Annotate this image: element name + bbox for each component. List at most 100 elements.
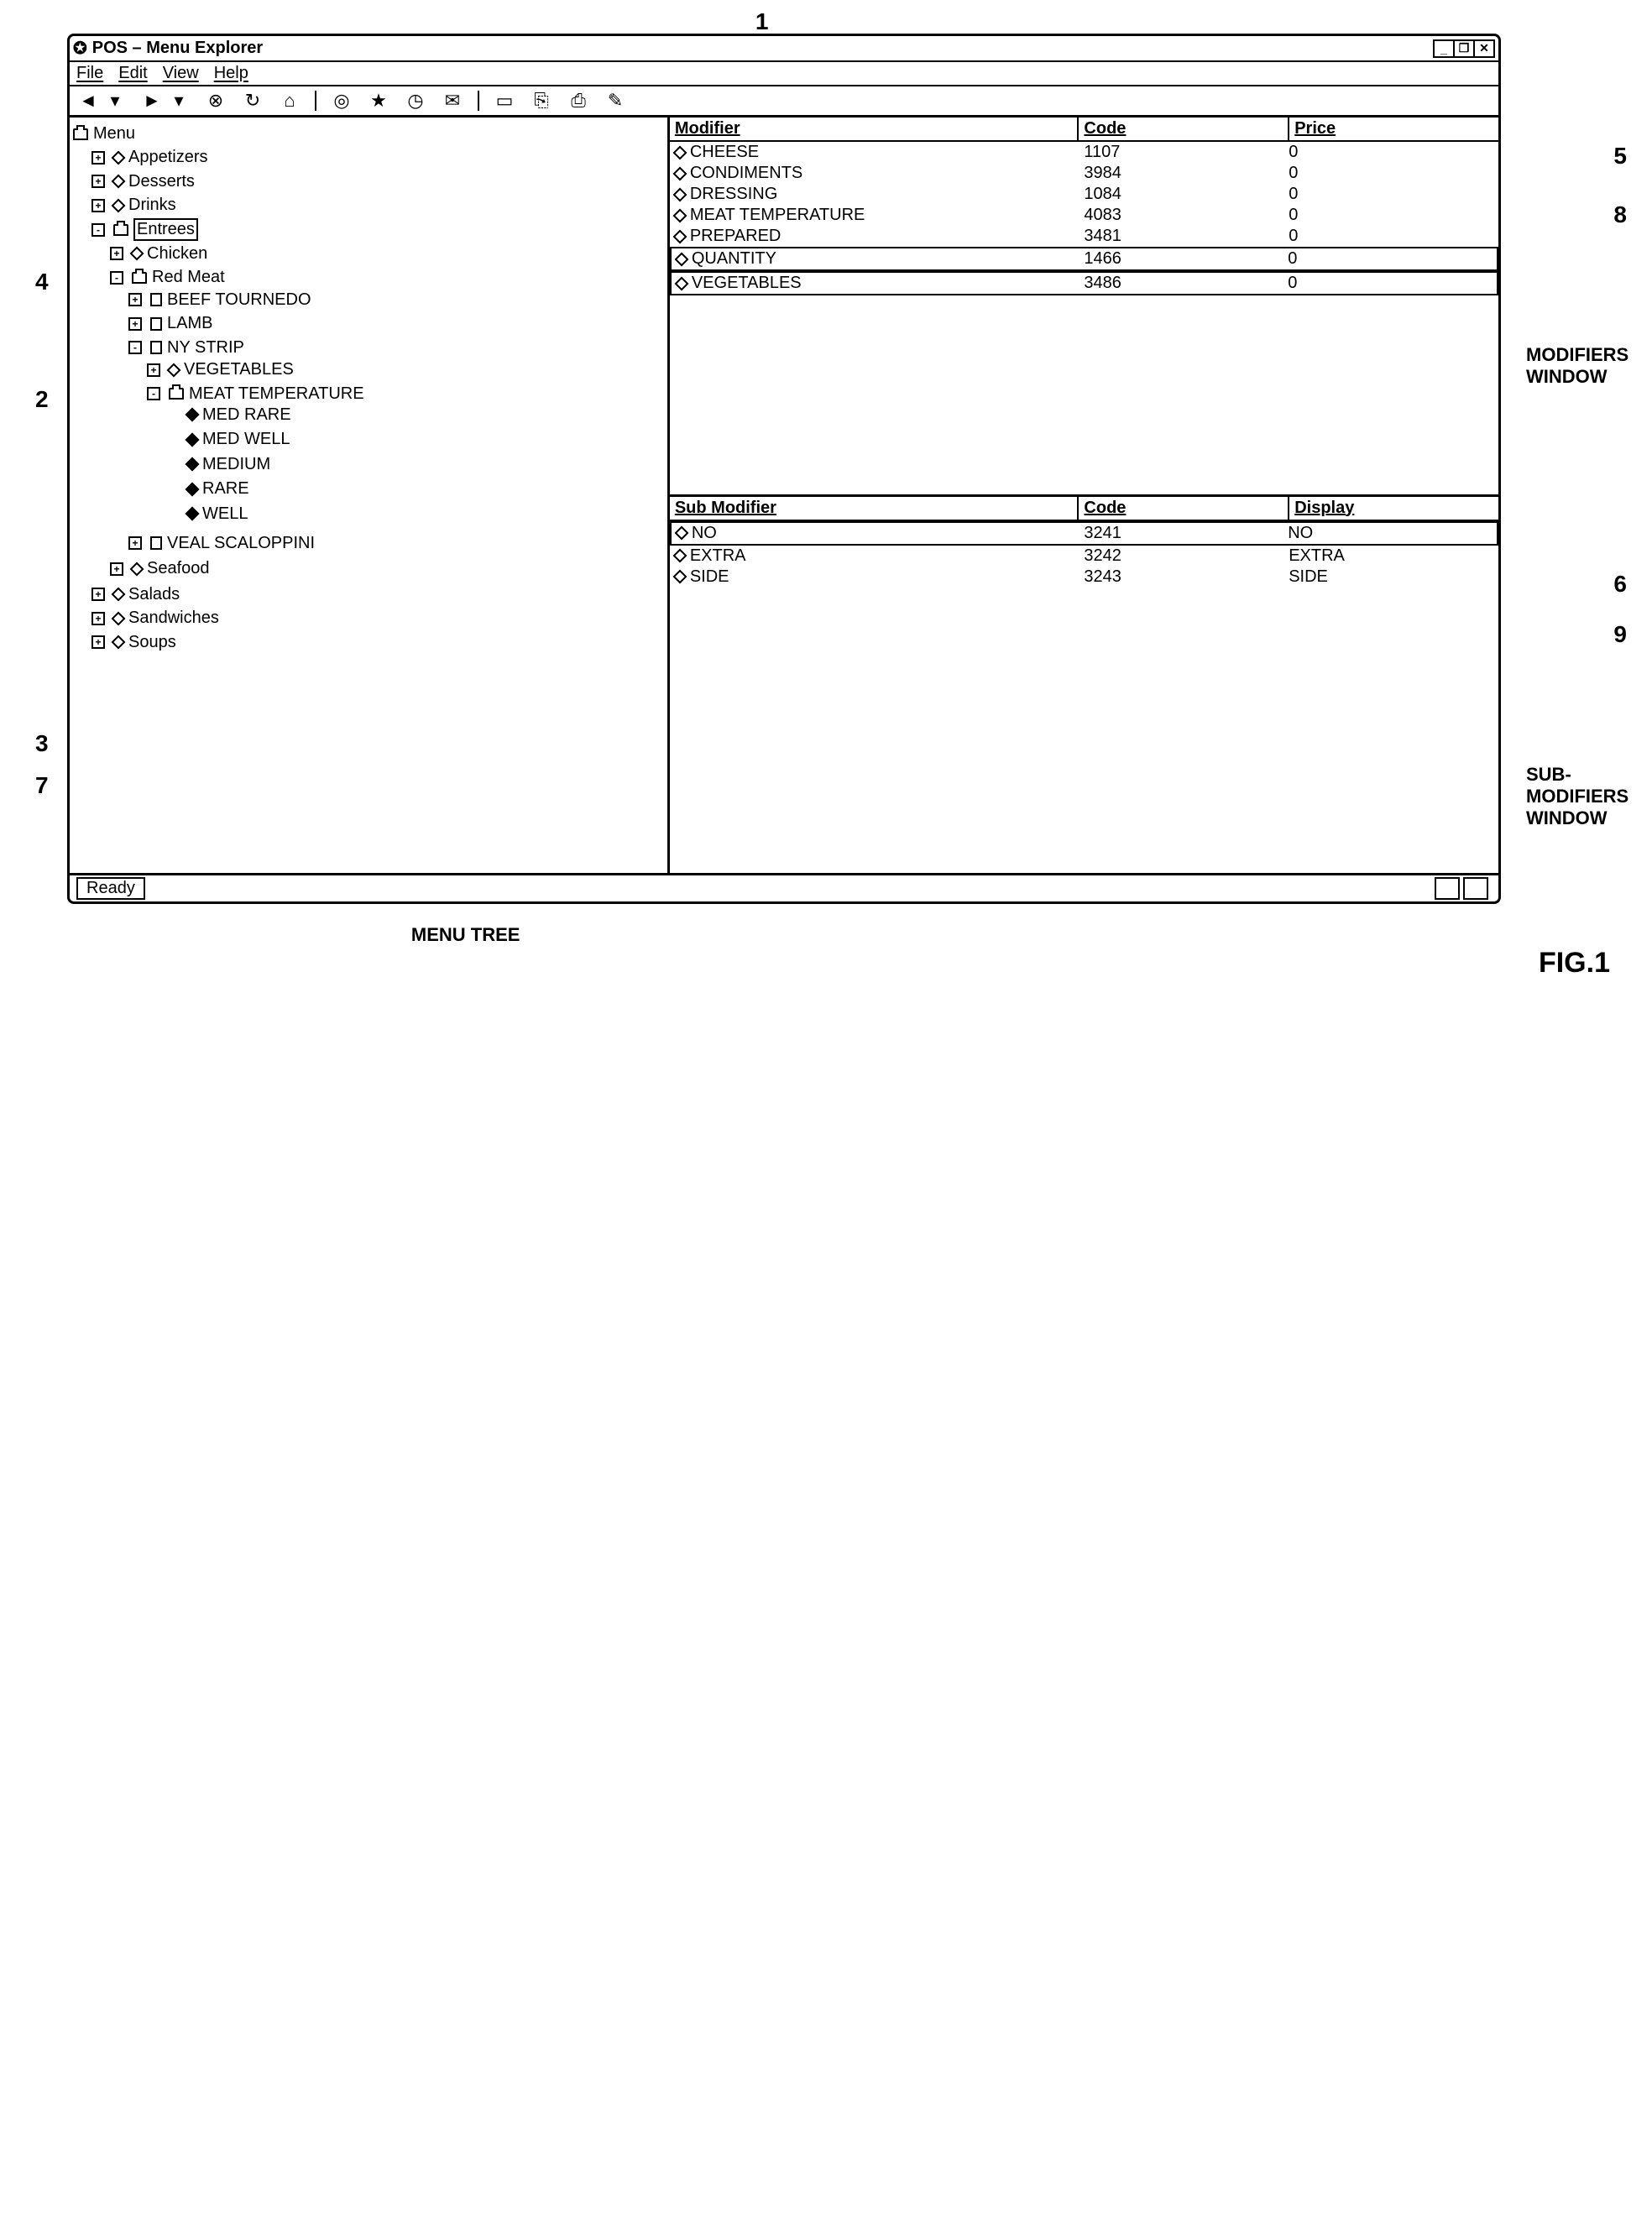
- tree-node[interactable]: MED WELL: [165, 430, 290, 449]
- sub-modifiers-rows: NO3241NOEXTRA3242EXTRASIDE3243SIDE: [670, 521, 1498, 874]
- col-code[interactable]: Code: [1079, 118, 1289, 140]
- expander-icon[interactable]: -: [147, 387, 160, 400]
- expander-icon[interactable]: +: [128, 536, 142, 550]
- tree-node[interactable]: +LAMB: [128, 314, 212, 333]
- tree-node[interactable]: -Entrees: [91, 218, 198, 241]
- modifier-row[interactable]: CHEESE11070: [670, 142, 1498, 163]
- expander-icon[interactable]: +: [110, 562, 123, 576]
- modifiers-header: Modifier Code Price: [670, 118, 1498, 142]
- tree-label: MED WELL: [202, 430, 290, 449]
- tree-node[interactable]: +VEGETABLES: [147, 360, 294, 379]
- modifier-row[interactable]: CONDIMENTS39840: [670, 163, 1498, 184]
- sub-modifier-row[interactable]: EXTRA3242EXTRA: [670, 546, 1498, 567]
- dropdown-icon[interactable]: ▾: [103, 90, 127, 112]
- expander-icon[interactable]: +: [128, 293, 142, 306]
- modifiers-window: Modifier Code Price CHEESE11070CONDIMENT…: [670, 118, 1498, 497]
- print-icon[interactable]: ⎙: [567, 90, 590, 112]
- tree-node[interactable]: RARE: [165, 479, 249, 499]
- diamond-icon: [112, 198, 126, 212]
- tree-node[interactable]: +Appetizers: [91, 148, 208, 167]
- tree-label: VEAL SCALOPPINI: [167, 534, 315, 553]
- expander-spacer: [165, 457, 179, 471]
- modifier-row[interactable]: VEGETABLES34860: [670, 271, 1498, 295]
- tree-node[interactable]: + Soups: [91, 633, 176, 652]
- tree-node[interactable]: +Seafood: [110, 559, 210, 578]
- menu-tree[interactable]: Menu +Appetizers +Desserts +Drinks -Entrees +…: [73, 123, 664, 656]
- tree-node[interactable]: WELL: [165, 504, 248, 524]
- row-name: DRESSING: [690, 185, 777, 204]
- tree-node[interactable]: + VEAL SCALOPPINI: [128, 534, 315, 553]
- expander-spacer: [165, 433, 179, 447]
- home-icon[interactable]: ⌂: [278, 90, 301, 112]
- tree-node[interactable]: +Drinks: [91, 196, 176, 215]
- tree-node[interactable]: -MEAT TEMPERATURE: [147, 384, 364, 404]
- history-icon[interactable]: ◷: [404, 90, 427, 112]
- diamond-icon: [186, 482, 200, 496]
- search-icon[interactable]: ◎: [330, 90, 353, 112]
- tree-node[interactable]: +Salads: [91, 585, 180, 604]
- tree-root-node[interactable]: Menu: [73, 124, 135, 144]
- sub-modifier-row[interactable]: NO3241NO: [670, 521, 1498, 546]
- expander-icon[interactable]: +: [91, 175, 105, 188]
- nav-fwd-icon[interactable]: ►: [140, 90, 164, 112]
- expander-icon[interactable]: +: [147, 363, 160, 377]
- expander-icon[interactable]: +: [91, 635, 105, 649]
- edit-icon[interactable]: ✎: [604, 90, 627, 112]
- row-code: 1084: [1084, 185, 1289, 204]
- maximize-button[interactable]: ❐: [1453, 39, 1475, 58]
- menu-view[interactable]: View: [163, 64, 199, 83]
- mail-icon[interactable]: ✉: [441, 90, 464, 112]
- row-code: 4083: [1084, 206, 1289, 225]
- tree-node[interactable]: +BEEF TOURNEDO: [128, 290, 311, 310]
- menu-file[interactable]: File: [76, 64, 103, 83]
- col-sub-modifier[interactable]: Sub Modifier: [670, 497, 1080, 520]
- row-code: 3243: [1084, 567, 1289, 587]
- modifier-row[interactable]: MEAT TEMPERATURE40830: [670, 205, 1498, 226]
- col-price[interactable]: Price: [1289, 118, 1498, 140]
- tree-node[interactable]: MEDIUM: [165, 455, 270, 474]
- callout-6: 6: [1613, 571, 1627, 598]
- menu-help[interactable]: Help: [214, 64, 248, 83]
- tree-node[interactable]: -Red Meat: [110, 268, 225, 287]
- modifier-row[interactable]: PREPARED34810: [670, 226, 1498, 247]
- modifier-row[interactable]: DRESSING10840: [670, 184, 1498, 205]
- col-sub-code[interactable]: Code: [1079, 497, 1289, 520]
- tree-node[interactable]: +Desserts: [91, 172, 195, 191]
- tree-label: Soups: [128, 633, 176, 652]
- right-pane: Modifier Code Price CHEESE11070CONDIMENT…: [670, 118, 1498, 873]
- sub-modifier-row[interactable]: SIDE3243SIDE: [670, 567, 1498, 588]
- nav-back-icon[interactable]: ◄: [76, 90, 100, 112]
- diamond-icon: [167, 363, 181, 377]
- stop-icon[interactable]: ⊗: [204, 90, 227, 112]
- app-icon: ✪: [73, 38, 87, 59]
- tree-node[interactable]: -NY STRIP: [128, 338, 244, 358]
- col-modifier[interactable]: Modifier: [670, 118, 1080, 140]
- expander-icon[interactable]: +: [91, 612, 105, 625]
- close-button[interactable]: ✕: [1473, 39, 1495, 58]
- modifier-row[interactable]: QUANTITY14660: [670, 247, 1498, 271]
- expander-icon[interactable]: +: [128, 317, 142, 331]
- sub-modifiers-header: Sub Modifier Code Display: [670, 497, 1498, 521]
- expander-icon[interactable]: +: [91, 199, 105, 212]
- refresh-icon[interactable]: ↻: [241, 90, 264, 112]
- diamond-icon: [674, 276, 688, 290]
- callout-3: 3: [35, 730, 49, 757]
- menu-edit[interactable]: Edit: [118, 64, 147, 83]
- tree-node[interactable]: +Sandwiches: [91, 609, 219, 628]
- col-display[interactable]: Display: [1289, 497, 1498, 520]
- expander-icon[interactable]: +: [110, 247, 123, 260]
- tree-label: Chicken: [147, 244, 207, 264]
- tree-node[interactable]: MED RARE: [165, 405, 291, 425]
- folder-icon[interactable]: ▭: [493, 90, 516, 112]
- favorites-icon[interactable]: ★: [367, 90, 390, 112]
- expander-icon[interactable]: -: [91, 223, 105, 237]
- expander-icon[interactable]: -: [128, 341, 142, 354]
- copy-icon[interactable]: ⎘: [530, 90, 553, 112]
- diamond-icon: [672, 145, 687, 159]
- tree-node[interactable]: + Chicken: [110, 244, 207, 264]
- expander-icon[interactable]: +: [91, 151, 105, 165]
- minimize-button[interactable]: _: [1433, 39, 1455, 58]
- expander-icon[interactable]: +: [91, 588, 105, 601]
- dropdown-icon[interactable]: ▾: [167, 90, 191, 112]
- expander-icon[interactable]: -: [110, 271, 123, 285]
